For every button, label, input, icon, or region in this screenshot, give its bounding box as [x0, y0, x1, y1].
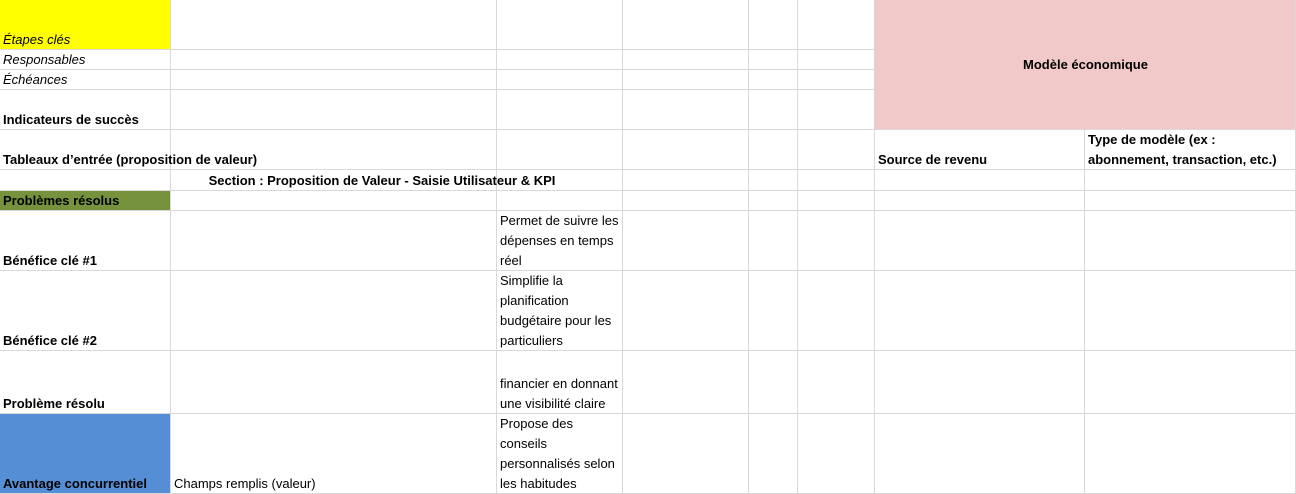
cell[interactable] [171, 90, 497, 130]
cell[interactable] [171, 0, 497, 50]
cell[interactable] [749, 414, 798, 494]
cell[interactable] [0, 211, 171, 271]
cell[interactable] [1085, 351, 1296, 414]
cell[interactable] [749, 0, 798, 50]
cell[interactable] [749, 211, 798, 271]
cell-text: Responsables [3, 52, 86, 67]
cell[interactable] [0, 414, 171, 494]
cell-text: Type de modèle (ex : abonnement, transac… [1088, 132, 1277, 167]
section-title: Section : Proposition de Valeur - Saisie… [208, 173, 556, 188]
cell[interactable] [749, 90, 798, 130]
cell-text: Étapes clés [3, 32, 71, 47]
cell-text: Bénéfice clé #2 [3, 333, 97, 348]
cell[interactable] [798, 50, 875, 70]
cell[interactable] [875, 130, 1085, 170]
merged-cell[interactable] [875, 0, 1296, 130]
cell[interactable] [798, 414, 875, 494]
cell[interactable] [0, 170, 171, 191]
cell[interactable] [171, 50, 497, 70]
cell[interactable] [798, 170, 875, 191]
cell-text: Tableaux d’entrée (proposition de valeur… [3, 152, 258, 167]
cell[interactable] [875, 191, 1085, 211]
cell[interactable] [623, 0, 749, 50]
cell[interactable] [497, 0, 623, 50]
cell-text: Problème résolu [3, 396, 105, 411]
cell[interactable] [171, 271, 497, 351]
cell[interactable] [1085, 211, 1296, 271]
cell-text: Simplifie la planification budgétaire po… [500, 273, 612, 348]
cell[interactable] [1085, 170, 1296, 191]
cell[interactable] [497, 70, 623, 90]
cell[interactable] [875, 271, 1085, 351]
cell[interactable] [623, 211, 749, 271]
cell[interactable] [749, 50, 798, 70]
cell[interactable] [798, 0, 875, 50]
cell[interactable] [875, 414, 1085, 494]
cell[interactable] [171, 191, 497, 211]
cell[interactable] [623, 271, 749, 351]
cell[interactable] [0, 70, 171, 90]
cell[interactable] [497, 170, 623, 191]
cell[interactable] [875, 170, 1085, 191]
cell[interactable] [798, 191, 875, 211]
cell-text: Échéances [3, 72, 68, 87]
cell[interactable] [171, 351, 497, 414]
cell[interactable] [497, 50, 623, 70]
cell[interactable] [623, 170, 749, 191]
cell[interactable] [798, 90, 875, 130]
cell[interactable] [497, 351, 623, 414]
cell[interactable] [0, 130, 171, 170]
cell[interactable] [171, 70, 497, 90]
cell[interactable] [749, 70, 798, 90]
cell-text: Problèmes résolus [3, 193, 120, 208]
cell-text: Permet de suivre les dépenses en temps r… [500, 213, 619, 268]
cell[interactable] [798, 271, 875, 351]
cell[interactable] [623, 50, 749, 70]
cell[interactable] [749, 130, 798, 170]
cell-text: Champs remplis (valeur) [174, 476, 316, 491]
cell[interactable] [623, 130, 749, 170]
cell[interactable] [0, 351, 171, 414]
cell-text: Propose des conseils personnalisés selon… [500, 416, 615, 491]
cell[interactable] [623, 90, 749, 130]
cell[interactable] [497, 130, 623, 170]
cell[interactable] [623, 414, 749, 494]
cell-text: Bénéfice clé #1 [3, 253, 97, 268]
cell[interactable] [497, 191, 623, 211]
cell[interactable] [875, 351, 1085, 414]
cell[interactable] [171, 130, 497, 170]
cell[interactable] [798, 130, 875, 170]
cell[interactable] [798, 211, 875, 271]
cell[interactable] [623, 351, 749, 414]
cell[interactable] [798, 351, 875, 414]
cell[interactable] [0, 90, 171, 130]
cell[interactable] [0, 191, 171, 211]
cell[interactable] [1085, 414, 1296, 494]
cell-text: Modèle économique [1023, 57, 1148, 72]
cell[interactable] [0, 50, 171, 70]
cell[interactable] [0, 271, 171, 351]
cell[interactable] [497, 271, 623, 351]
cell[interactable] [497, 211, 623, 271]
cell[interactable] [798, 70, 875, 90]
cell[interactable] [749, 191, 798, 211]
cell-text: Avantage concurrentiel [3, 476, 148, 491]
cell[interactable] [1085, 191, 1296, 211]
cell[interactable] [171, 170, 497, 191]
cell-text: financier en donnant une visibilité clai… [500, 376, 618, 411]
cell-text: Source de revenu [878, 152, 988, 167]
cell[interactable] [1085, 271, 1296, 351]
cell-text: Indicateurs de succès [3, 112, 139, 127]
cell[interactable] [875, 211, 1085, 271]
cell[interactable] [497, 90, 623, 130]
cell[interactable] [749, 271, 798, 351]
cell[interactable] [749, 351, 798, 414]
cell[interactable] [623, 70, 749, 90]
cell[interactable] [171, 211, 497, 271]
cell[interactable] [623, 191, 749, 211]
cell[interactable] [749, 170, 798, 191]
cell[interactable] [0, 0, 171, 50]
